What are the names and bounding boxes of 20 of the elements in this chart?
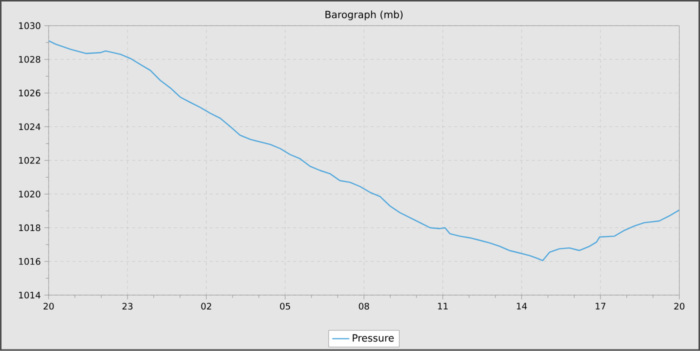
y-tick-label: 1022 (19, 157, 40, 164)
legend-label: Pressure (352, 334, 394, 342)
y-tick-label: 1018 (19, 224, 40, 232)
x-tick-label: 05 (280, 302, 290, 310)
y-tick-label: 1028 (19, 56, 40, 63)
x-tick-label: 08 (358, 302, 370, 310)
y-tick-label: 1016 (19, 258, 40, 265)
x-tick-label: 23 (122, 302, 132, 310)
x-tick-label: 02 (201, 302, 212, 310)
x-tick-label: 14 (516, 302, 527, 310)
y-tick-label: 1014 (19, 292, 40, 299)
y-tick-label: 1026 (19, 90, 40, 97)
x-tick-label: 20 (44, 302, 54, 310)
y-tick-label: 1030 (19, 22, 40, 30)
x-tick-label: 17 (596, 302, 606, 310)
x-tick-label: 11 (438, 302, 448, 310)
x-tick-label: 20 (674, 302, 684, 310)
y-tick-label: 1020 (19, 190, 40, 198)
chart-title: Barograph (mb) (326, 10, 403, 20)
y-tick-label: 1024 (19, 123, 40, 130)
